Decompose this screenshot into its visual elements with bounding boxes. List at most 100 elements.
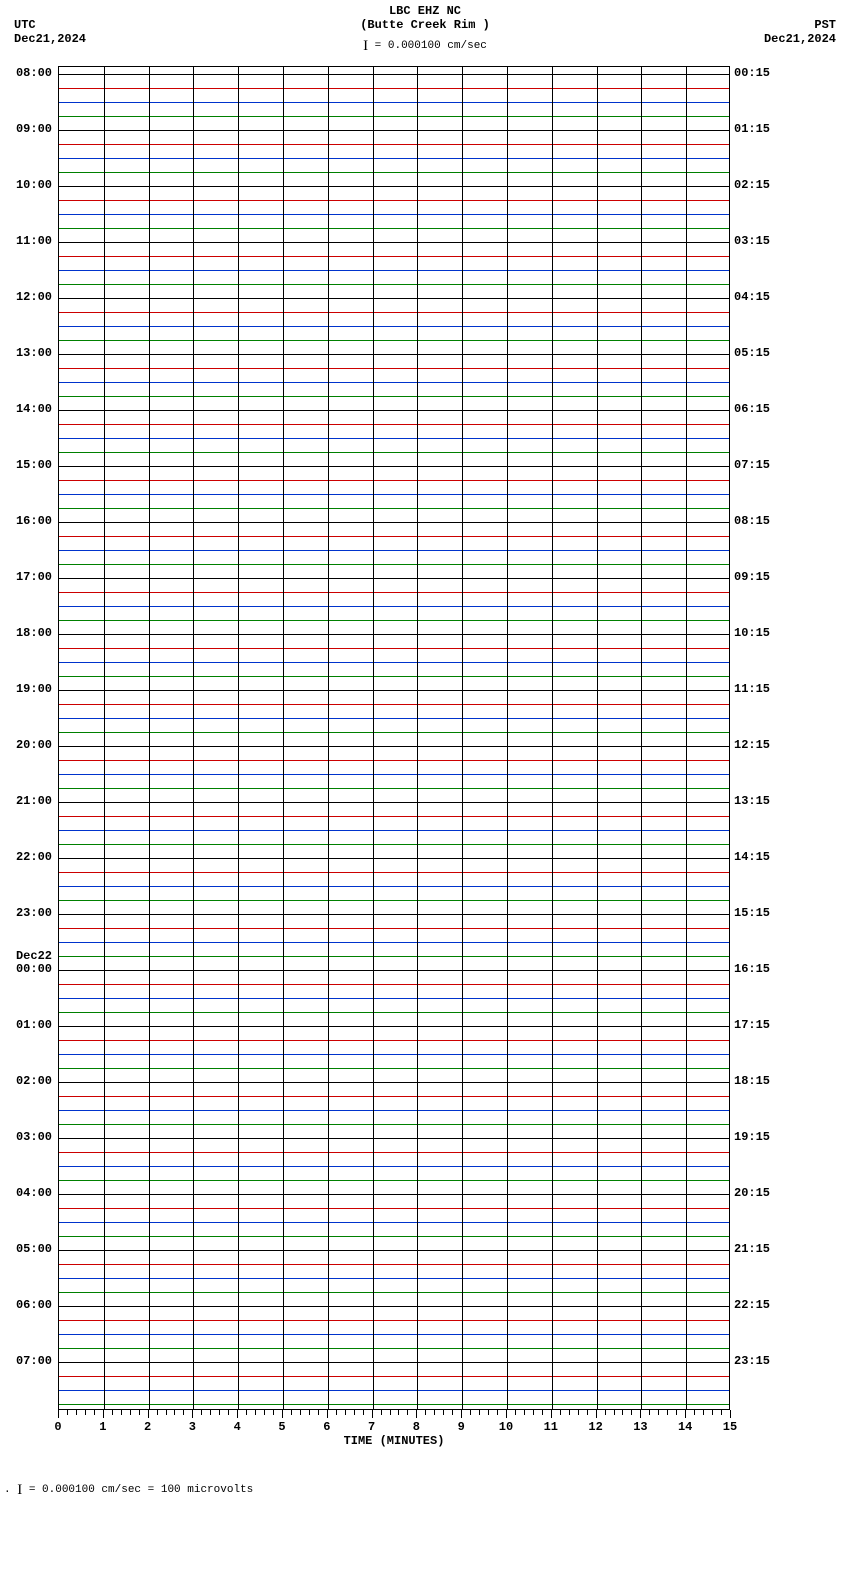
x-tick-minor [390, 1410, 391, 1415]
x-tick-minor [452, 1410, 453, 1415]
vertical-gridline [507, 67, 508, 1409]
x-tick-major [237, 1410, 238, 1418]
utc-hour-label: 20:00 [0, 738, 52, 752]
x-tick-minor [228, 1410, 229, 1415]
x-tick-minor [309, 1410, 310, 1415]
trace-baseline [59, 1264, 729, 1265]
trace-baseline [59, 452, 729, 453]
utc-hour-label: 18:00 [0, 626, 52, 640]
trace-baseline [59, 760, 729, 761]
x-tick-minor [174, 1410, 175, 1415]
x-tick-minor [497, 1410, 498, 1415]
x-tick-label: 1 [99, 1420, 106, 1434]
utc-hour-label: 00:00 [0, 962, 52, 976]
x-tick-minor [721, 1410, 722, 1415]
x-tick-label: 8 [413, 1420, 420, 1434]
x-tick-minor [121, 1410, 122, 1415]
pst-hour-label: 12:15 [734, 738, 794, 752]
trace-baseline [59, 1054, 729, 1055]
trace-baseline [59, 550, 729, 551]
pst-hour-label: 02:15 [734, 178, 794, 192]
x-tick-minor [667, 1410, 668, 1415]
trace-baseline [59, 788, 729, 789]
utc-hour-label: 16:00 [0, 514, 52, 528]
x-tick-label: 11 [544, 1420, 558, 1434]
x-tick-major [416, 1410, 417, 1418]
pst-hour-label: 00:15 [734, 66, 794, 80]
x-tick-minor [425, 1410, 426, 1415]
x-tick-minor [479, 1410, 480, 1415]
pst-hour-label: 19:15 [734, 1130, 794, 1144]
trace-baseline [59, 1348, 729, 1349]
vertical-gridline [686, 67, 687, 1409]
utc-hour-label: 11:00 [0, 234, 52, 248]
pst-hour-label: 10:15 [734, 626, 794, 640]
trace-baseline [59, 480, 729, 481]
x-tick-minor [488, 1410, 489, 1415]
trace-baseline [59, 746, 729, 747]
pst-hour-label: 16:15 [734, 962, 794, 976]
x-tick-label: 10 [499, 1420, 513, 1434]
vertical-gridline [641, 67, 642, 1409]
trace-baseline [59, 172, 729, 173]
x-tick-minor [345, 1410, 346, 1415]
x-tick-minor [201, 1410, 202, 1415]
pst-hour-label: 05:15 [734, 346, 794, 360]
utc-hour-label: 01:00 [0, 1018, 52, 1032]
x-tick-minor [210, 1410, 211, 1415]
trace-baseline [59, 732, 729, 733]
trace-baseline [59, 676, 729, 677]
vertical-gridline [283, 67, 284, 1409]
x-tick-major [58, 1410, 59, 1418]
vertical-gridline [104, 67, 105, 1409]
trace-baseline [59, 1166, 729, 1167]
x-tick-major [192, 1410, 193, 1418]
x-tick-minor [354, 1410, 355, 1415]
x-tick-minor [434, 1410, 435, 1415]
trace-baseline [59, 102, 729, 103]
utc-hour-label: 04:00 [0, 1186, 52, 1200]
utc-hour-label: 14:00 [0, 402, 52, 416]
x-tick-minor [605, 1410, 606, 1415]
trace-baseline [59, 508, 729, 509]
x-tick-minor [578, 1410, 579, 1415]
trace-baseline [59, 284, 729, 285]
trace-baseline [59, 1040, 729, 1041]
x-tick-minor [407, 1410, 408, 1415]
trace-baseline [59, 130, 729, 131]
x-tick-minor [94, 1410, 95, 1415]
trace-baseline [59, 1390, 729, 1391]
x-tick-major [327, 1410, 328, 1418]
x-tick-minor [336, 1410, 337, 1415]
trace-baseline [59, 816, 729, 817]
trace-baseline [59, 158, 729, 159]
x-tick-label: 3 [189, 1420, 196, 1434]
trace-baseline [59, 354, 729, 355]
x-tick-minor [246, 1410, 247, 1415]
pst-hour-label: 15:15 [734, 906, 794, 920]
trace-baseline [59, 886, 729, 887]
trace-baseline [59, 1152, 729, 1153]
trace-baseline [59, 1278, 729, 1279]
x-tick-minor [112, 1410, 113, 1415]
pst-hour-label: 06:15 [734, 402, 794, 416]
x-tick-major [148, 1410, 149, 1418]
trace-baseline [59, 410, 729, 411]
pst-hour-label: 21:15 [734, 1242, 794, 1256]
scale-label: I = 0.000100 cm/sec [0, 36, 850, 53]
trace-baseline [59, 536, 729, 537]
trace-baseline [59, 592, 729, 593]
trace-baseline [59, 704, 729, 705]
utc-hour-label: 13:00 [0, 346, 52, 360]
trace-baseline [59, 1194, 729, 1195]
day-label-left: Dec22 [0, 949, 52, 963]
x-tick-label: 7 [368, 1420, 375, 1434]
x-tick-major [282, 1410, 283, 1418]
x-tick-minor [542, 1410, 543, 1415]
x-tick-label: 5 [278, 1420, 285, 1434]
x-tick-major [640, 1410, 641, 1418]
x-tick-minor [157, 1410, 158, 1415]
x-tick-minor [255, 1410, 256, 1415]
trace-baseline [59, 312, 729, 313]
x-tick-minor [381, 1410, 382, 1415]
